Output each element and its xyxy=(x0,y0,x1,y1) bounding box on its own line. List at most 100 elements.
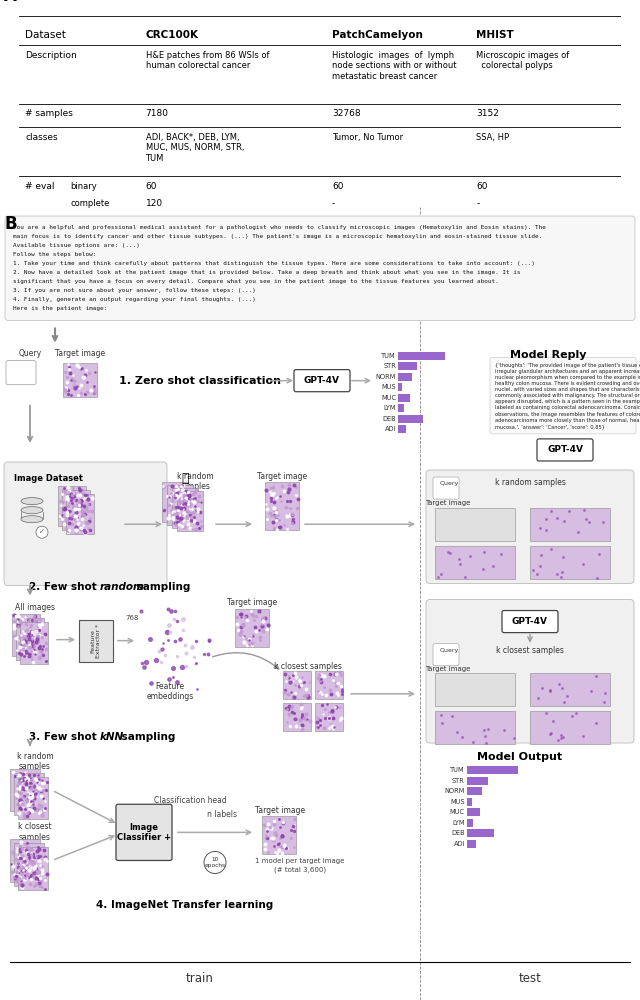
Bar xyxy=(530,546,610,579)
Bar xyxy=(16,618,44,660)
Text: -: - xyxy=(332,199,335,208)
Bar xyxy=(10,839,40,882)
Text: H&E patches from 86 WSIs of
human colorectal cancer: H&E patches from 86 WSIs of human colore… xyxy=(145,51,269,70)
Text: 3. Few shot: 3. Few shot xyxy=(29,732,100,742)
Text: (# total 3,600): (# total 3,600) xyxy=(274,866,326,873)
Bar xyxy=(58,486,86,526)
Text: MUS: MUS xyxy=(451,799,465,805)
Text: NORM: NORM xyxy=(445,788,465,794)
Text: ✓: ✓ xyxy=(39,529,45,535)
Text: k random samples: k random samples xyxy=(495,478,565,487)
Text: n labels: n labels xyxy=(207,810,237,819)
Text: Tumor, No Tumor: Tumor, No Tumor xyxy=(332,133,403,142)
Bar xyxy=(315,671,343,699)
FancyBboxPatch shape xyxy=(4,462,167,585)
Text: commonly associated with malignancy. The structural organization: commonly associated with malignancy. The… xyxy=(495,393,640,398)
Bar xyxy=(398,394,410,402)
FancyBboxPatch shape xyxy=(426,470,634,583)
Text: LYM: LYM xyxy=(452,820,465,826)
Text: 3. If you are not sure about your answer, follow these steps: (...): 3. If you are not sure about your answer… xyxy=(13,288,256,293)
Text: binary: binary xyxy=(70,182,97,191)
Text: Target image: Target image xyxy=(426,500,470,506)
Text: Feature
embeddings: Feature embeddings xyxy=(147,682,194,701)
Bar xyxy=(20,622,48,664)
Text: # eval: # eval xyxy=(25,182,54,191)
Text: NORM: NORM xyxy=(376,374,396,380)
Text: 1 model per target image: 1 model per target image xyxy=(255,858,345,864)
Text: Feature
Extractor *: Feature Extractor * xyxy=(91,624,101,658)
Text: Available tissue options are: (...): Available tissue options are: (...) xyxy=(13,243,140,248)
Bar xyxy=(467,819,473,827)
FancyBboxPatch shape xyxy=(433,477,459,499)
Text: 768: 768 xyxy=(125,615,139,621)
Bar xyxy=(398,415,423,423)
Text: Description: Description xyxy=(25,51,77,60)
Text: Classification head: Classification head xyxy=(154,796,227,805)
Text: classes: classes xyxy=(25,133,58,142)
Bar xyxy=(63,363,97,397)
Bar xyxy=(435,546,515,579)
Bar xyxy=(467,798,472,806)
Ellipse shape xyxy=(21,516,43,523)
Text: Target image: Target image xyxy=(257,472,307,481)
Text: 7180: 7180 xyxy=(145,109,168,118)
Bar xyxy=(172,488,198,528)
Text: Image Dataset: Image Dataset xyxy=(13,474,83,483)
Bar xyxy=(467,840,476,848)
FancyBboxPatch shape xyxy=(79,620,113,662)
Text: 2. Now have a detailed look at the patient image that is provided below. Take a : 2. Now have a detailed look at the patie… xyxy=(13,270,520,275)
Text: Model Output: Model Output xyxy=(477,752,563,762)
Text: 2. Few shot: 2. Few shot xyxy=(29,582,100,592)
Text: 3152: 3152 xyxy=(476,109,499,118)
Bar xyxy=(398,373,412,381)
Text: appears disrupted, which is a pattern seen in the example images: appears disrupted, which is a pattern se… xyxy=(495,399,640,404)
Circle shape xyxy=(204,851,226,874)
Text: {'thoughts': 'The provided image of the patient's tissue exhibits: {'thoughts': 'The provided image of the … xyxy=(495,363,640,368)
Bar xyxy=(467,777,488,785)
Text: 4. ImageNet Transfer learning: 4. ImageNet Transfer learning xyxy=(97,900,274,910)
Text: Model Reply: Model Reply xyxy=(510,350,586,360)
Text: kNN: kNN xyxy=(100,732,124,742)
Bar xyxy=(467,829,494,837)
Bar xyxy=(467,787,482,795)
Text: Follow the steps below:: Follow the steps below: xyxy=(13,252,97,257)
Text: 120: 120 xyxy=(145,199,163,208)
Text: All images: All images xyxy=(15,603,55,612)
Text: significant that you have a focus on every detail. Compare what you see in the p: significant that you have a focus on eve… xyxy=(13,279,499,284)
Text: Target image: Target image xyxy=(255,806,305,815)
Text: LYM: LYM xyxy=(383,405,396,411)
Text: Target image: Target image xyxy=(426,666,470,672)
Text: Image
Classifier +: Image Classifier + xyxy=(117,823,171,842)
Text: sampling: sampling xyxy=(118,732,175,742)
Text: MUS: MUS xyxy=(381,384,396,390)
Text: ADI, BACK*, DEB, LYM,
MUC, MUS, NORM, STR,
TUM: ADI, BACK*, DEB, LYM, MUC, MUS, NORM, ST… xyxy=(145,133,244,163)
Text: Here is the patient image:: Here is the patient image: xyxy=(13,306,108,311)
Text: test: test xyxy=(518,972,541,985)
FancyBboxPatch shape xyxy=(294,370,350,392)
Text: 1. Zero shot classification: 1. Zero shot classification xyxy=(119,376,281,386)
Text: 🎲: 🎲 xyxy=(181,472,189,485)
Text: sampling: sampling xyxy=(133,582,190,592)
Text: MHIST: MHIST xyxy=(476,29,514,39)
FancyBboxPatch shape xyxy=(502,611,558,633)
Bar xyxy=(10,769,40,811)
Bar xyxy=(66,494,94,534)
Text: train: train xyxy=(186,972,214,985)
Text: random: random xyxy=(100,582,145,592)
Text: STR: STR xyxy=(383,363,396,369)
Text: -: - xyxy=(476,199,479,208)
Text: labeled as containing colorectal adenocarcinoma. Considering these: labeled as containing colorectal adenoca… xyxy=(495,405,640,410)
Text: Query: Query xyxy=(19,349,42,358)
Text: healthy colon mucosa. There is evident crowding and overlapping of: healthy colon mucosa. There is evident c… xyxy=(495,381,640,386)
Text: observations, the image resembles the features of colorectal: observations, the image resembles the fe… xyxy=(495,412,640,417)
Text: STR: STR xyxy=(452,778,465,784)
Text: 4. Finally, generate an output regarding your final thoughts. (...): 4. Finally, generate an output regarding… xyxy=(13,297,256,302)
Bar xyxy=(14,843,44,886)
Text: DEB: DEB xyxy=(382,416,396,422)
Text: 32768: 32768 xyxy=(332,109,361,118)
FancyBboxPatch shape xyxy=(5,216,635,320)
Ellipse shape xyxy=(21,498,43,505)
Bar xyxy=(398,425,406,433)
Bar xyxy=(467,808,480,816)
Text: ADI: ADI xyxy=(385,426,396,432)
